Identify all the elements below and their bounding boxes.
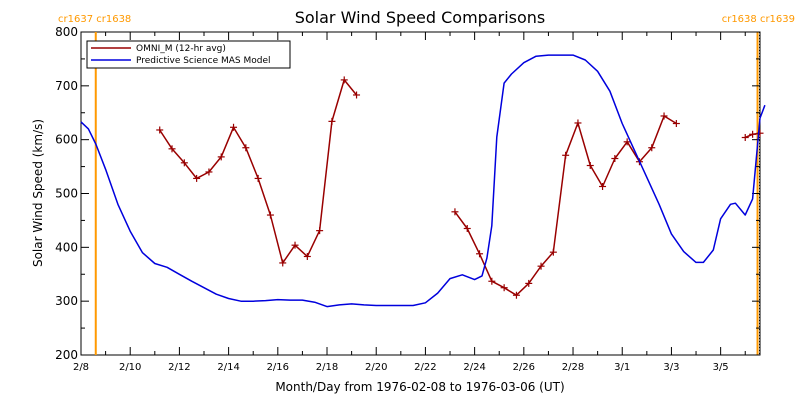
x-tick-label: 2/28 — [562, 362, 584, 373]
omni-data-point — [316, 227, 324, 235]
omni-data-point — [488, 277, 496, 285]
omni-data-point — [648, 144, 656, 152]
x-tick-label: 2/8 — [73, 362, 89, 373]
legend-label-omni: OMNI_M (12-hr avg) — [136, 44, 226, 54]
x-tick-label: 3/1 — [614, 362, 630, 373]
x-tick-label: 2/20 — [365, 362, 387, 373]
omni-data-point — [500, 284, 508, 292]
x-tick-label: 2/14 — [217, 362, 239, 373]
y-tick-label: 700 — [55, 79, 78, 93]
y-tick-label: 400 — [55, 240, 78, 254]
omni-data-point — [279, 259, 287, 267]
x-tick-label: 3/3 — [663, 362, 679, 373]
y-tick-label: 300 — [55, 294, 78, 308]
omni-data-point — [266, 211, 274, 219]
x-tick-label: 2/26 — [513, 362, 535, 373]
omni-data-point — [180, 159, 188, 167]
omni-data-point — [749, 130, 757, 138]
omni-data-point — [217, 153, 225, 161]
x-tick-label: 2/18 — [316, 362, 338, 373]
axes: 200 300 400 500 600 700 800 2/8 2/10 2/12 2/14 2/16… — [55, 25, 760, 373]
y-axis-label: Solar Wind Speed (km/s) — [31, 119, 45, 267]
carrington-markers — [94, 32, 761, 355]
mas-model-line — [80, 54, 766, 308]
y-tick-label: 600 — [55, 133, 78, 147]
omni-data-point — [168, 145, 176, 153]
chart-title: Solar Wind Speed Comparisons — [295, 8, 546, 27]
omni-data-point — [741, 134, 749, 142]
omni-data-point — [599, 183, 607, 191]
omni-data-point — [512, 291, 520, 299]
omni-data-point — [525, 279, 533, 287]
carrington-label-left: cr1637 cr1638 — [58, 14, 131, 25]
legend-label-mas: Predictive Science MAS Model — [136, 56, 271, 66]
omni-data-point — [328, 117, 336, 125]
omni-data-point — [586, 162, 594, 170]
omni-data-point — [254, 174, 262, 182]
omni-data-point — [611, 155, 619, 163]
omni-data-point — [562, 151, 570, 159]
x-tick-label: 2/10 — [119, 362, 141, 373]
y-tick-label: 500 — [55, 187, 78, 201]
omni-data-point — [756, 129, 764, 137]
omni-data-point — [463, 224, 471, 232]
omni-data-point — [451, 208, 459, 216]
omni-data-point — [574, 119, 582, 127]
omni-series-line — [159, 79, 358, 264]
legend: OMNI_M (12-hr avg) Predictive Science MA… — [86, 40, 291, 69]
omni-data-point — [193, 174, 201, 182]
omni-data-point — [156, 126, 164, 134]
y-tick-label: 200 — [55, 348, 78, 362]
plot-frame — [80, 31, 761, 356]
y-tick-label: 800 — [55, 25, 78, 39]
omni-data-point — [303, 252, 311, 260]
carrington-label-right: cr1638 cr1639 — [722, 14, 795, 25]
x-axis-label: Month/Day from 1976-02-08 to 1976-03-06 … — [275, 380, 564, 394]
x-tick-label: 2/12 — [168, 362, 190, 373]
omni-data-point — [672, 120, 680, 128]
x-tick-label: 2/16 — [267, 362, 289, 373]
omni-data-point — [242, 144, 250, 152]
x-tick-label: 2/24 — [463, 362, 485, 373]
omni-data-point — [549, 248, 557, 256]
omni-data-point — [660, 112, 668, 120]
omni-data-point — [537, 262, 545, 270]
omni-data-point — [340, 76, 348, 84]
omni-series-line — [454, 115, 677, 296]
omni-data-point — [205, 168, 213, 176]
x-tick-label: 3/5 — [713, 362, 729, 373]
legend-box — [86, 40, 291, 69]
omni-data-point — [230, 123, 238, 131]
omni-data-point — [353, 91, 361, 99]
omni-data-point — [476, 250, 484, 258]
omni-data-point — [291, 241, 299, 249]
data-series — [80, 54, 766, 308]
x-tick-label: 2/22 — [414, 362, 436, 373]
omni-data-point — [623, 138, 631, 146]
